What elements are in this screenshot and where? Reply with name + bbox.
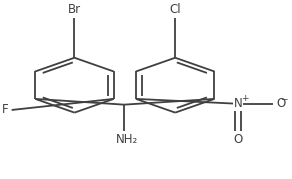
Text: F: F (2, 103, 9, 117)
Text: −: − (280, 94, 288, 103)
Text: +: + (241, 94, 249, 103)
Text: O: O (233, 133, 243, 146)
Text: N: N (234, 97, 242, 110)
Text: Cl: Cl (169, 3, 181, 16)
Text: NH₂: NH₂ (116, 133, 138, 146)
Text: Br: Br (68, 3, 81, 16)
Text: O: O (276, 97, 285, 110)
